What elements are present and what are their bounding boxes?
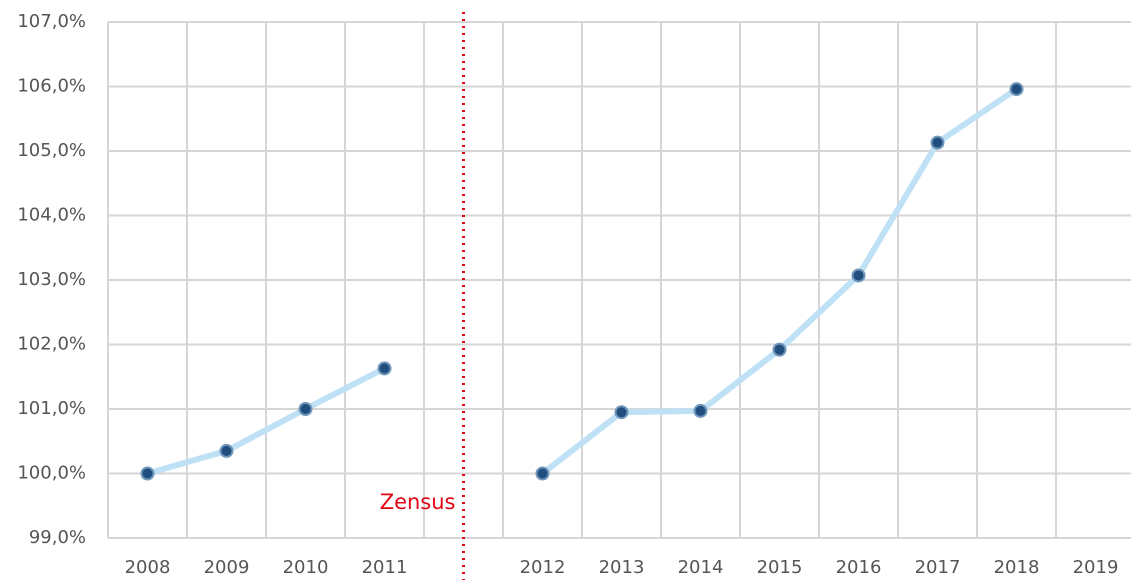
y-tick-label: 99,0% [29,527,86,548]
x-tick-label: 2011 [362,557,408,578]
y-tick-label: 103,0% [17,269,86,290]
x-tick-label: 2018 [994,557,1040,578]
marker [377,361,392,376]
y-tick-label: 102,0% [17,334,86,355]
x-tick-label: 2014 [678,557,724,578]
y-tick-label: 107,0% [17,11,86,32]
x-tick-label: 2019 [1073,557,1119,578]
x-tick-label: 2016 [836,557,882,578]
line [539,86,1020,477]
marker [772,342,787,357]
marker [851,268,866,283]
y-tick-label: 105,0% [17,140,86,161]
x-tick-label: 2012 [520,557,566,578]
y-tick-label: 106,0% [17,76,86,97]
line [144,365,388,477]
marker [535,466,550,481]
y-tick-label: 104,0% [17,205,86,226]
marker [298,402,313,416]
y-tick-label: 101,0% [17,398,86,419]
x-tick-label: 2010 [283,557,329,578]
marker [1009,82,1024,97]
marker [219,443,234,458]
x-tick-label: 2013 [599,557,645,578]
x-tick-label: 2009 [204,557,250,578]
x-tick-label: 2017 [915,557,961,578]
marker [614,405,629,420]
marker [693,403,708,418]
y-tick-label: 100,0% [17,463,86,484]
x-tick-label: 2008 [125,557,171,578]
annotation: Zensus [380,490,456,514]
marker [930,135,945,150]
marker [140,466,155,481]
x-tick-label: 2015 [757,557,803,578]
